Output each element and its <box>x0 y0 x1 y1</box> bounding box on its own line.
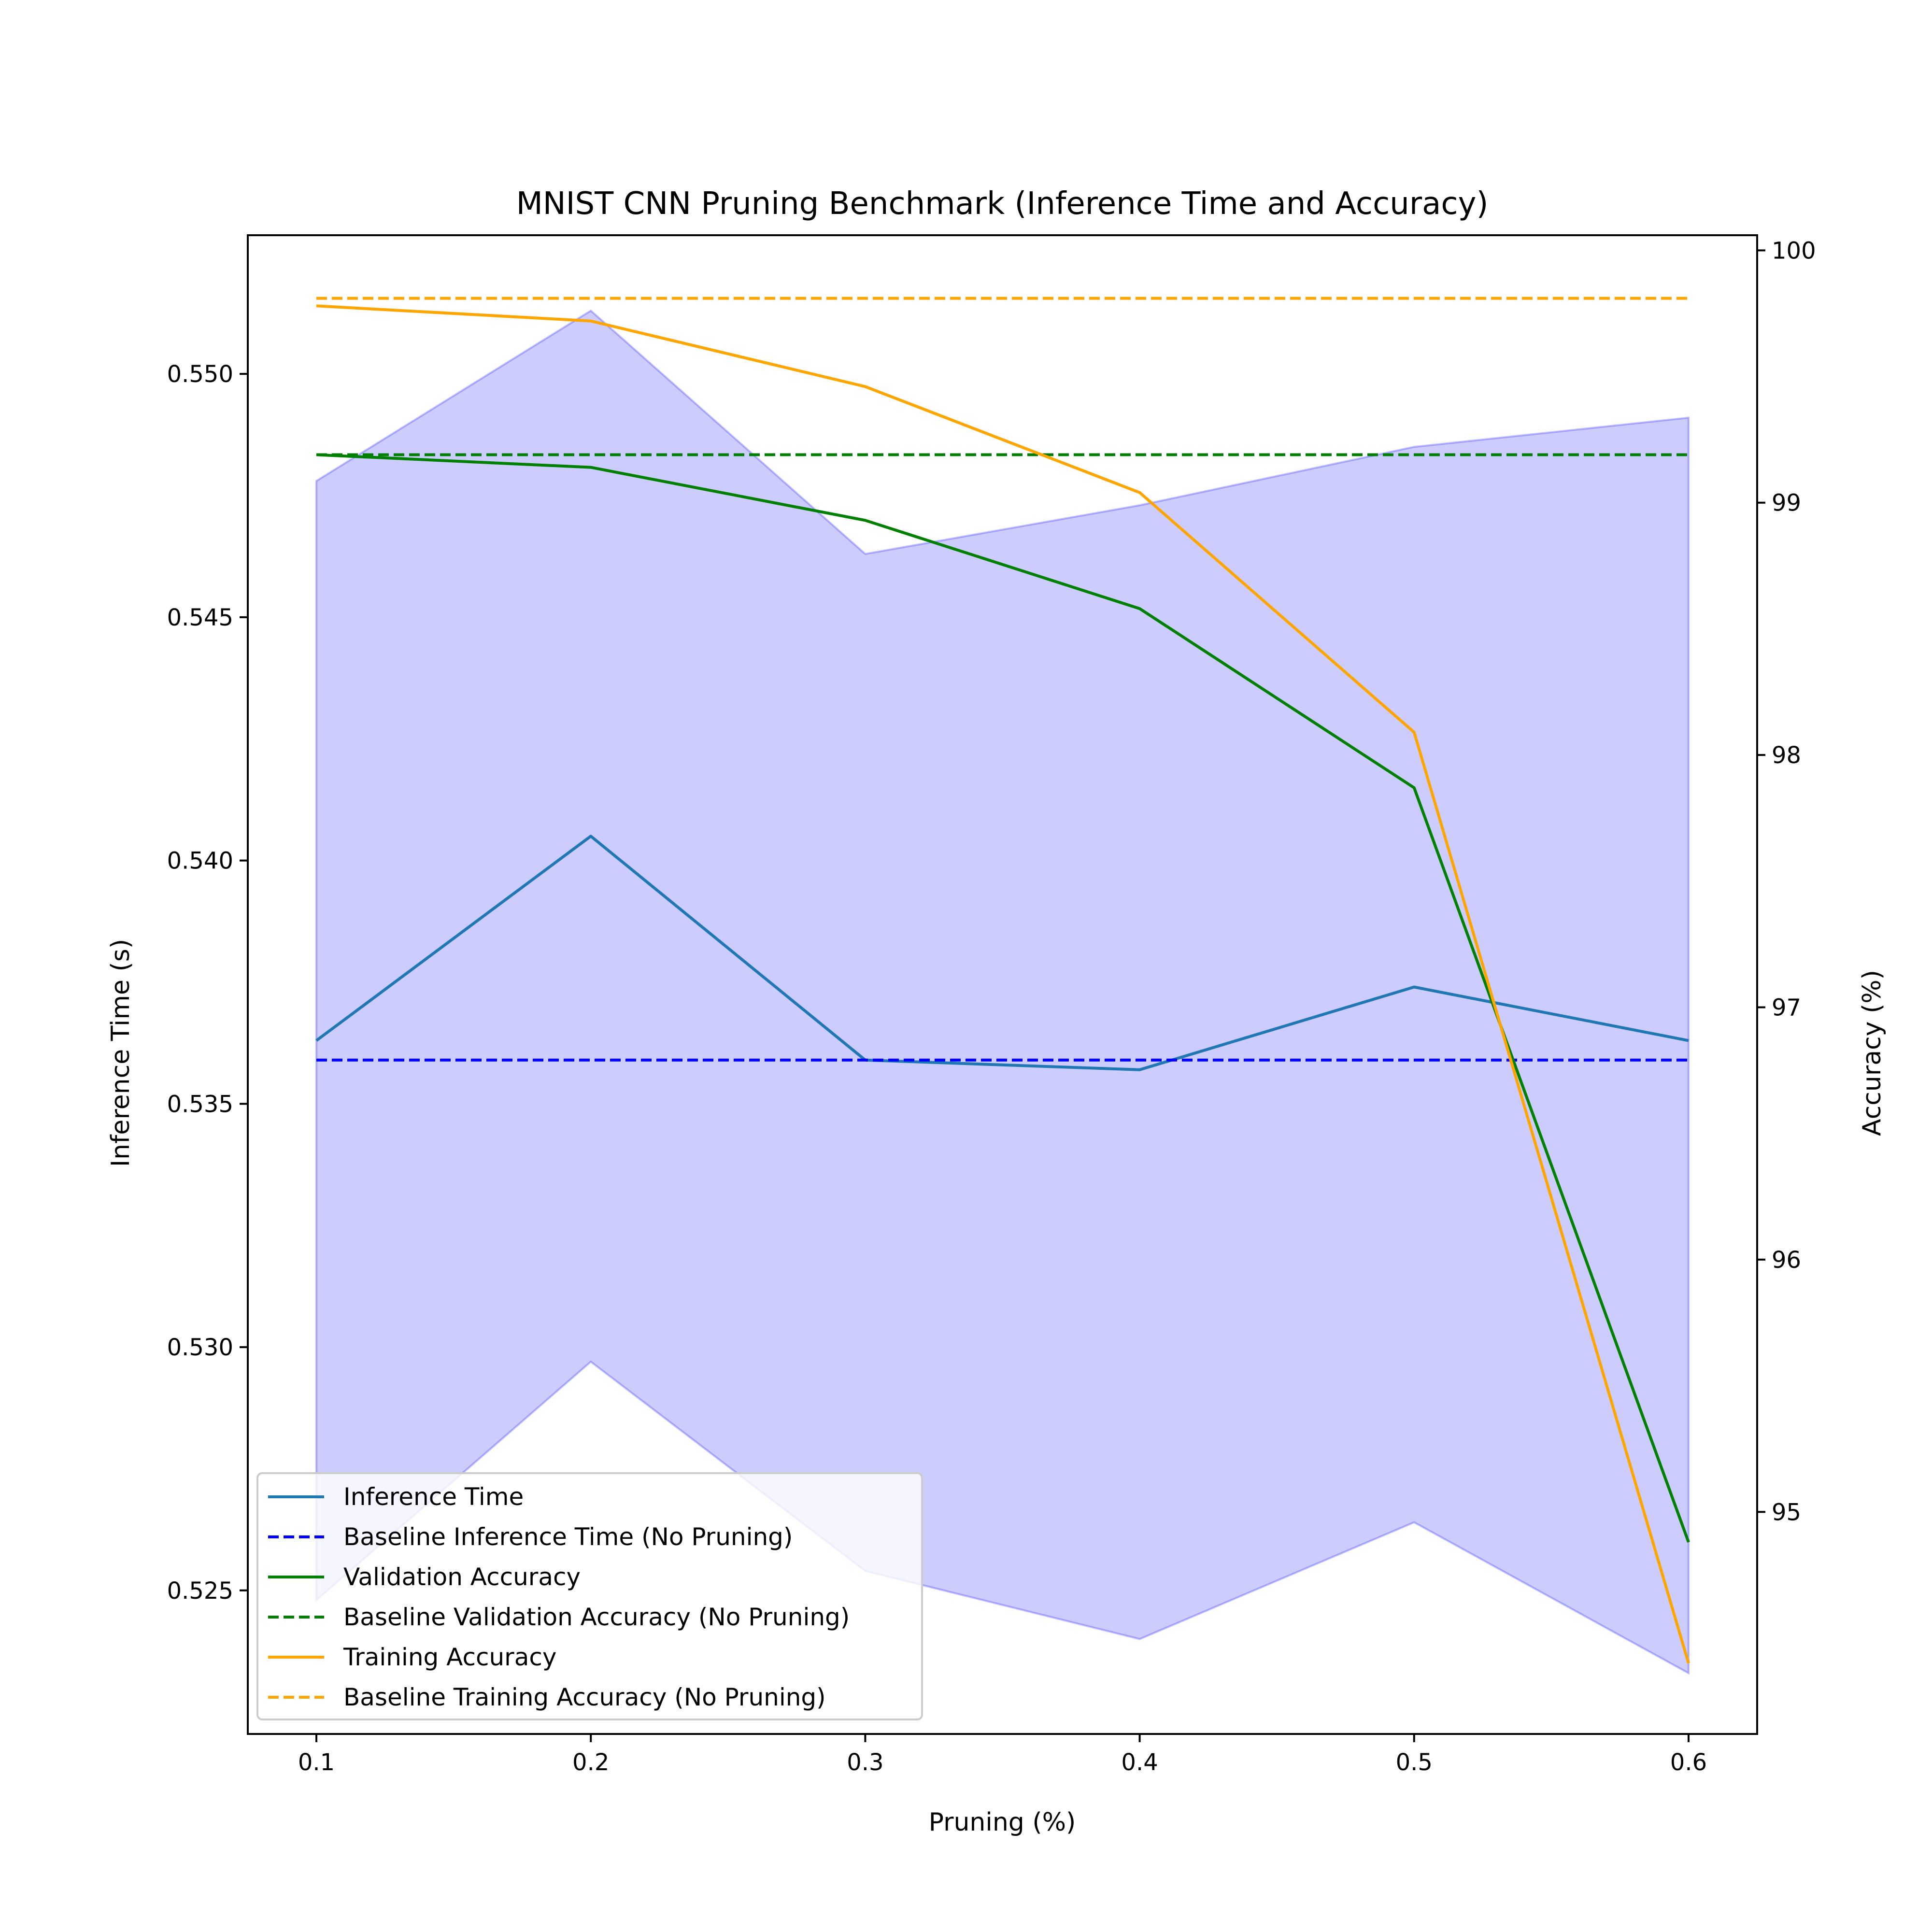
x-tick-label: 0.2 <box>572 1749 609 1776</box>
y-left-tick-label: 0.540 <box>167 848 233 875</box>
series-lines <box>315 297 1690 1664</box>
legend-label-2: Validation Accuracy <box>343 1563 581 1591</box>
legend-box <box>256 1472 923 1720</box>
legend-label-0: Inference Time <box>343 1483 524 1511</box>
series-line-0 <box>315 835 1689 1071</box>
x-tick-label: 0.1 <box>298 1749 335 1776</box>
y-left-tick-label: 0.550 <box>167 361 233 388</box>
y-left-tick-label: 0.525 <box>167 1577 233 1605</box>
y-left-tick-label: 0.530 <box>167 1334 233 1361</box>
y-axis-left-ticks: 0.525 0.530 0.535 0.540 0.545 0.550 <box>167 361 248 1605</box>
inference-time-range-band <box>315 309 1690 1675</box>
x-tick-label: 0.3 <box>847 1749 883 1776</box>
x-tick-label: 0.5 <box>1396 1749 1433 1776</box>
y-left-tick-label: 0.535 <box>167 1091 233 1118</box>
legend-label-3: Baseline Validation Accuracy (No Pruning… <box>343 1603 850 1631</box>
legend-label-1: Baseline Inference Time (No Pruning) <box>343 1523 793 1551</box>
series-line-4 <box>316 304 1690 1664</box>
y-right-tick-label: 96 <box>1772 1247 1801 1274</box>
inference-time-band-area <box>315 309 1690 1675</box>
y-right-tick-label: 95 <box>1772 1499 1801 1526</box>
y-right-tick-label: 100 <box>1772 237 1816 264</box>
plot-frame <box>247 234 1758 1735</box>
x-axis-label: Pruning (%) <box>929 1808 1076 1837</box>
chart-title: MNIST CNN Pruning Benchmark (Inference T… <box>516 186 1489 222</box>
series-line-2 <box>316 453 1690 1543</box>
y-right-tick-label: 98 <box>1772 742 1801 769</box>
y-right-tick-label: 99 <box>1772 490 1801 517</box>
x-axis-ticks: 0.1 0.2 0.3 0.4 0.5 0.6 <box>298 1734 1707 1776</box>
y-left-tick-label: 0.545 <box>167 604 233 631</box>
x-tick-label: 0.4 <box>1121 1749 1158 1776</box>
y-axis-right-ticks: 95 96 97 98 99 100 <box>1757 237 1816 1526</box>
legend-label-4: Training Accuracy <box>343 1643 556 1671</box>
y-axis-left-label: Inference Time (s) <box>106 939 135 1167</box>
y-right-tick-label: 97 <box>1772 994 1801 1022</box>
legend-label-5: Baseline Training Accuracy (No Pruning) <box>343 1683 826 1711</box>
y-axis-right-label: Accuracy (%) <box>1858 970 1887 1136</box>
x-tick-label: 0.6 <box>1670 1749 1707 1776</box>
legend: Inference Time Baseline Inference Time (N… <box>256 1472 923 1720</box>
